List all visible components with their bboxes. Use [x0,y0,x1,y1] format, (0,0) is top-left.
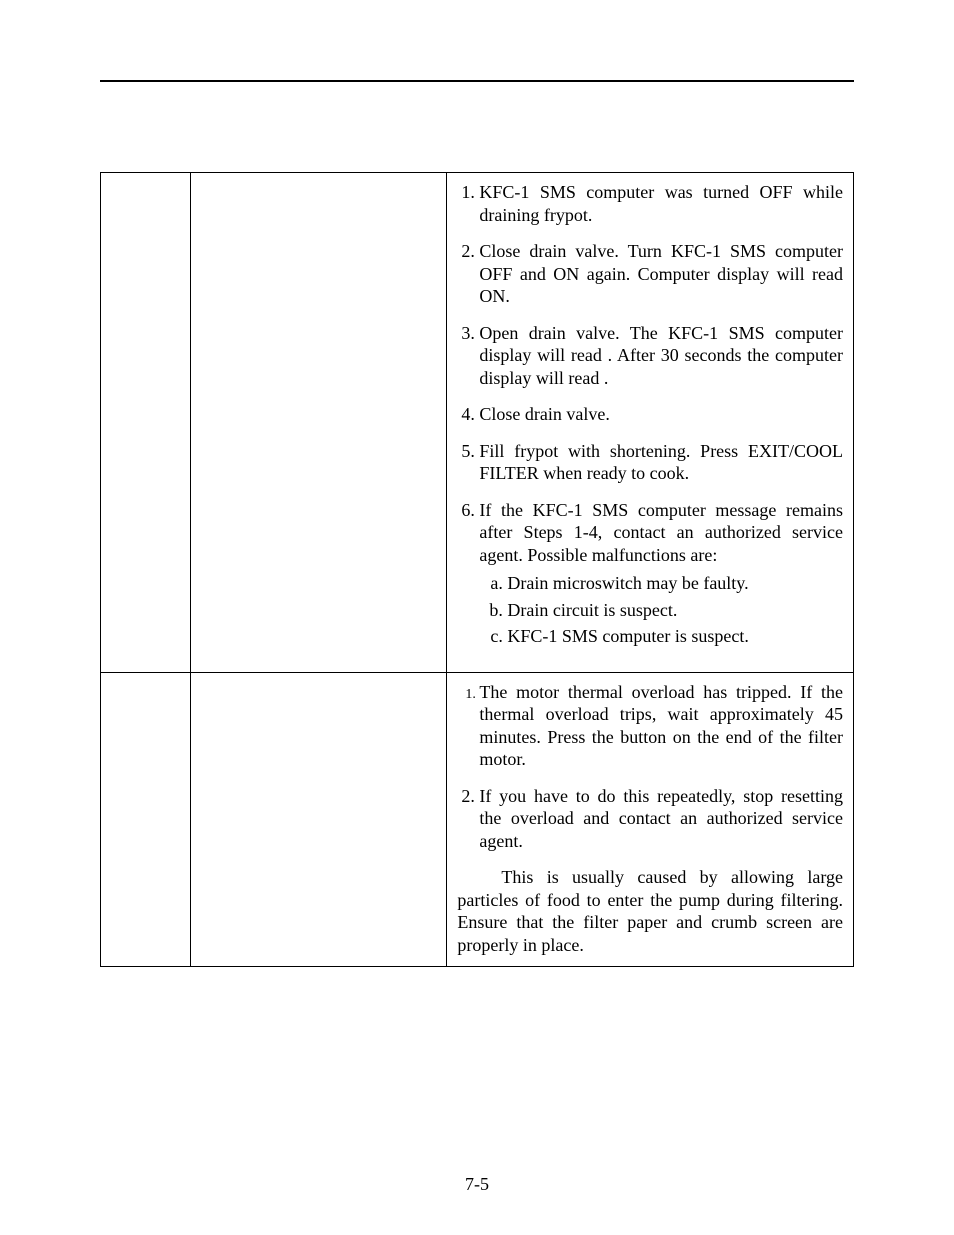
list-item: If you have to do this repeatedly, stop … [479,785,843,853]
cell-action: KFC-1 SMS computer was turned OFF while … [447,173,854,673]
list-item: If the KFC-1 SMS computer message remain… [479,499,843,648]
cell-problem [101,672,191,967]
list-item: Close drain valve. Turn KFC-1 SMS comput… [479,240,843,308]
table-row: The motor thermal overload has tripped. … [101,672,854,967]
table-row: KFC-1 SMS computer was turned OFF while … [101,173,854,673]
cell-action: The motor thermal overload has tripped. … [447,672,854,967]
cell-problem [101,173,191,673]
header-rule [100,80,854,82]
action-steps-list: The motor thermal overload has tripped. … [457,681,843,853]
action-note: This is usually caused by allowing large… [457,866,843,956]
list-item: Close drain valve. [479,403,843,426]
sub-list-item: Drain circuit is suspect. [507,599,843,622]
list-item-text: If the KFC-1 SMS computer message remain… [479,500,843,565]
cell-cause [191,672,447,967]
list-item: The motor thermal overload has tripped. … [479,681,843,771]
list-item: KFC-1 SMS computer was turned OFF while … [479,181,843,226]
action-sub-list: Drain microswitch may be faulty. Drain c… [479,572,843,648]
sub-list-item: Drain microswitch may be faulty. [507,572,843,595]
action-steps-list: KFC-1 SMS computer was turned OFF while … [457,181,843,648]
cell-cause [191,173,447,673]
page-number: 7-5 [0,1174,954,1195]
sub-list-item: KFC-1 SMS computer is suspect. [507,625,843,648]
list-item: Open drain valve. The KFC-1 SMS computer… [479,322,843,390]
list-item: Fill frypot with shortening. Press EXIT/… [479,440,843,485]
troubleshooting-table: KFC-1 SMS computer was turned OFF while … [100,172,854,967]
